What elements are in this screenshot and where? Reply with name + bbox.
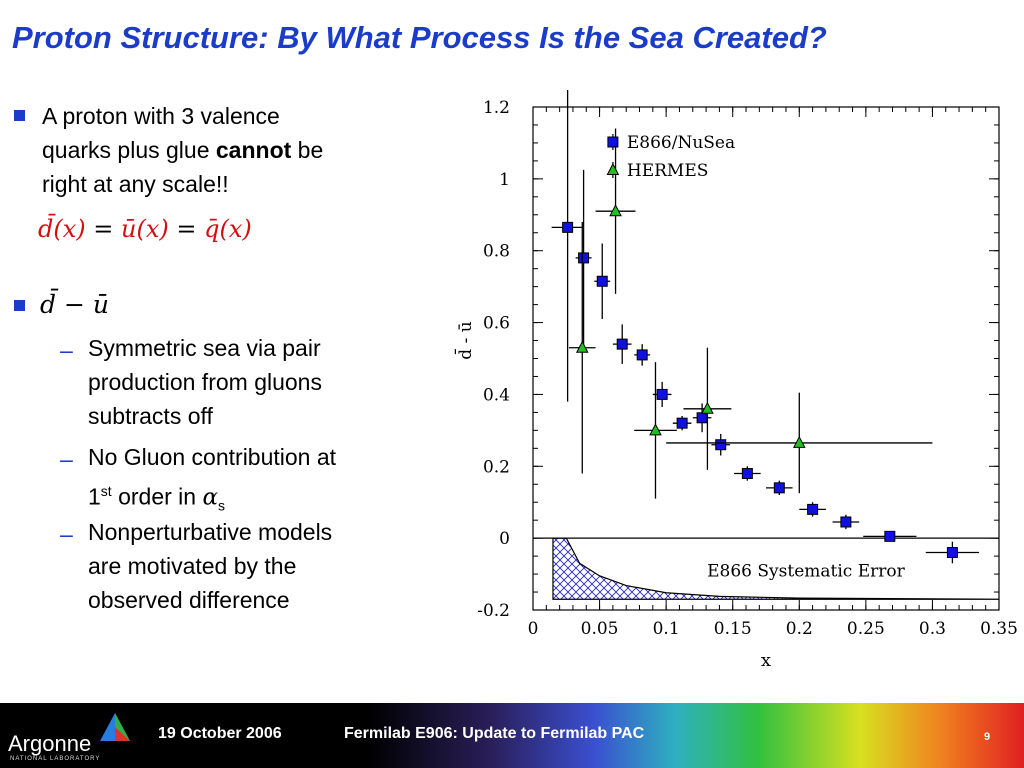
e866-data-point: [863, 530, 917, 542]
e866-data-point: [711, 433, 731, 456]
triangle-marker: [701, 401, 714, 414]
hermes-data-point: [595, 128, 636, 294]
triangle-marker: [575, 340, 589, 353]
y-tick-label: 1.2: [483, 98, 510, 118]
y-tick-label: 0.6: [483, 314, 510, 334]
sub2-line1: No Gluon contribution at: [88, 444, 337, 470]
square-marker: [578, 252, 590, 264]
systematic-error-label: E866 Systematic Error: [707, 561, 905, 581]
e866-data-point: [634, 344, 651, 366]
sub1-line1: Symmetric sea via pair: [88, 335, 321, 361]
bullet-square-icon: [14, 110, 25, 121]
x-tick-label: 0.15: [714, 619, 752, 639]
dbar-minus-ubar: d̄ − ū: [40, 290, 109, 319]
x-tick-label: 0.05: [581, 619, 619, 639]
y-tick-label: 0.4: [483, 385, 510, 405]
hermes-data-point: [568, 221, 596, 474]
y-tick-label: 0.8: [483, 242, 510, 262]
x-tick-label: 0.3: [919, 619, 946, 639]
plot-frame: [532, 106, 1000, 611]
y-tick-label: -0.2: [477, 601, 510, 621]
hermes-data-point: [634, 362, 677, 499]
legend-square-marker: [607, 136, 619, 148]
square-marker: [741, 467, 753, 479]
hermes-data-point: [666, 392, 933, 494]
e866-data-point: [575, 169, 592, 346]
e866-data-point: [799, 502, 826, 517]
square-marker: [596, 275, 608, 287]
square-marker: [840, 516, 852, 528]
dash-marker: –: [60, 337, 73, 363]
emphasis-cannot: cannot: [215, 137, 292, 163]
argonne-logo: Argonne NATIONAL LABORATORY: [8, 711, 138, 763]
square-marker: [636, 349, 648, 361]
y-tick-label: 0: [499, 529, 510, 549]
x-axis-label: x: [761, 650, 771, 671]
square-marker: [656, 388, 668, 400]
bullet1-line2: quarks plus glue cannot be: [42, 137, 324, 163]
sub3-line2: are motivated by the: [88, 553, 297, 579]
legend-label: HERMES: [627, 161, 709, 181]
legend-label: E866/NuSea: [627, 133, 735, 153]
sub3-line1: Nonperturbative models: [88, 519, 333, 545]
slide-title: Proton Structure: By What Process Is the…: [12, 20, 827, 55]
triangle-marker: [649, 423, 662, 436]
y-tick-label: 0.2: [483, 457, 510, 477]
x-tick-label: 0.25: [847, 619, 885, 639]
bullet-square-icon: [14, 300, 25, 311]
e866-data-point: [734, 466, 761, 481]
square-marker: [884, 530, 896, 542]
e866-data-point: [652, 381, 672, 408]
footer-event: Fermilab E906: Update to Fermilab PAC: [344, 725, 645, 742]
footer-bar: Argonne NATIONAL LABORATORY 19 October 2…: [0, 703, 1024, 768]
e866-data-point: [766, 480, 793, 496]
x-tick-label: 0: [528, 619, 539, 639]
e866-data-point: [832, 514, 860, 530]
sea-symmetry-equation: d̄(x) = ū(x) = q̄(x): [38, 215, 252, 243]
square-marker: [676, 417, 688, 429]
triangle-marker: [609, 204, 622, 217]
sub1-line2: production from gluons: [88, 369, 322, 395]
square-marker: [715, 439, 727, 451]
square-marker: [696, 412, 708, 424]
square-marker: [616, 338, 628, 350]
bullet1-line3: right at any scale!!: [42, 171, 229, 197]
e866-data-point: [612, 324, 632, 364]
page-number: 9: [984, 731, 991, 743]
square-marker: [807, 503, 819, 515]
e866-data-point: [672, 415, 692, 431]
sub3-line3: observed difference: [88, 587, 290, 613]
square-marker: [773, 482, 785, 494]
legend-triangle-marker: [606, 162, 620, 175]
square-marker: [946, 547, 958, 559]
dbar-ubar-chart: -0.2 0 0.2 0.4 0.6 0.8 1 1.2 0 0.05 0.1 0.15 0.2 0.25…: [453, 90, 1018, 671]
e866-data-point: [551, 90, 584, 402]
dash-marker: –: [60, 521, 73, 547]
triangle-marker: [792, 435, 806, 448]
hermes-data-point: [683, 347, 732, 470]
sub2-line2: 1st order in αs: [88, 483, 225, 514]
x-tick-label: 0.2: [786, 619, 813, 639]
dash-marker: –: [60, 446, 73, 472]
sub1-line3: subtracts off: [88, 403, 213, 429]
y-axis-label: d̄ - ū: [453, 321, 476, 359]
footer-date: 19 October 2006: [158, 725, 282, 742]
e866-data-point: [925, 541, 980, 564]
x-tick-label: 0.1: [653, 619, 680, 639]
square-marker: [562, 221, 574, 233]
bullet1-line1: A proton with 3 valence: [42, 103, 280, 129]
e866-data-point: [594, 243, 611, 319]
argonne-triangle-icon: [100, 713, 130, 741]
y-tick-label: 1: [499, 170, 510, 190]
x-tick-label: 0.35: [980, 619, 1018, 639]
